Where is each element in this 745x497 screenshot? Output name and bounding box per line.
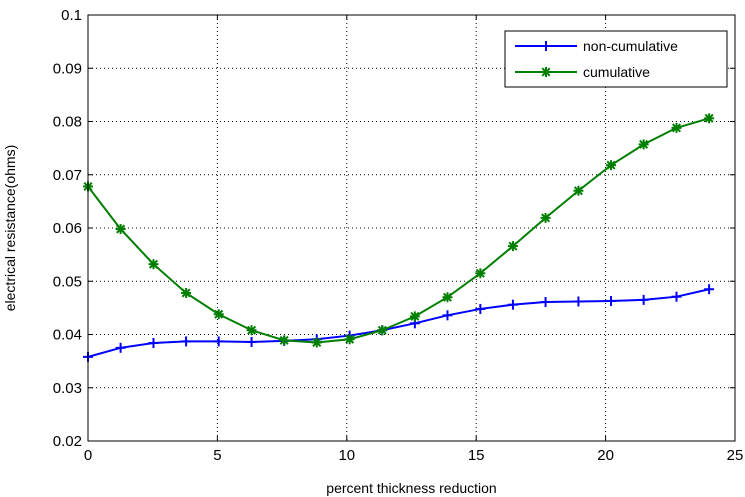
data-point-cumulative — [344, 334, 355, 345]
data-point-cumulative — [507, 241, 518, 252]
data-point-non-cumulative — [213, 336, 224, 347]
y-tick-label: 0.03 — [53, 380, 82, 397]
data-point-cumulative — [442, 292, 453, 303]
data-point-non-cumulative — [671, 291, 682, 302]
data-point-non-cumulative — [540, 297, 551, 308]
data-point-non-cumulative — [115, 342, 126, 353]
data-point-cumulative — [573, 185, 584, 196]
x-tick-label: 20 — [597, 447, 614, 464]
data-point-non-cumulative — [573, 296, 584, 307]
x-tick-label: 10 — [338, 447, 355, 464]
x-tick-label: 0 — [84, 447, 92, 464]
series-line-non-cumulative — [87, 288, 710, 358]
data-point-cumulative — [409, 311, 420, 322]
data-point-cumulative — [311, 337, 322, 348]
legend-label-cumulative: cumulative — [583, 64, 650, 80]
data-point-cumulative — [606, 160, 617, 171]
data-point-cumulative — [115, 224, 126, 235]
data-point-non-cumulative — [442, 310, 453, 321]
legend-marker-non-cumulative — [541, 41, 551, 51]
data-point-non-cumulative — [475, 303, 486, 314]
series-line-cumulative — [87, 117, 710, 344]
y-tick-label: 0.06 — [53, 220, 82, 237]
y-axis-label: electrical resistance(ohms) — [2, 145, 18, 312]
y-tick-label: 0.02 — [53, 433, 82, 450]
data-point-non-cumulative — [507, 299, 518, 310]
y-tick-label: 0.07 — [53, 167, 82, 184]
legend-marker-symbol — [541, 41, 551, 51]
tick-labels: 0 5 10 15 20 25 0.02 0.03 0.04 0.05 0.06 0.07 0.08 0.… — [53, 7, 744, 464]
data-point-cumulative — [540, 212, 551, 223]
plot-border — [87, 14, 736, 442]
legend-marker-symbol — [541, 67, 551, 77]
y-tick-label: 0.08 — [53, 114, 82, 131]
grid — [88, 15, 735, 441]
x-axis-label: percent thickness reduction — [326, 480, 496, 496]
data-point-cumulative — [704, 113, 715, 124]
data-point-cumulative — [279, 335, 290, 346]
data-point-cumulative — [475, 268, 486, 279]
data-point-non-cumulative — [638, 294, 649, 305]
data-point-non-cumulative — [704, 284, 715, 295]
x-tick-label: 5 — [213, 447, 221, 464]
legend: non-cumulative cumulative — [504, 30, 728, 88]
data-point-non-cumulative — [181, 336, 192, 347]
legend-marker-cumulative — [541, 67, 551, 77]
data-point-cumulative — [181, 287, 192, 298]
data-point-non-cumulative — [246, 336, 257, 347]
legend-box — [504, 30, 728, 88]
series-layer — [83, 113, 715, 362]
data-point-cumulative — [213, 309, 224, 320]
data-point-cumulative — [671, 122, 682, 133]
x-tick-label: 25 — [727, 447, 744, 464]
y-tick-label: 0.05 — [53, 273, 82, 290]
y-tick-label: 0.04 — [53, 327, 82, 344]
series-cumulative — [83, 113, 715, 348]
data-point-cumulative — [377, 325, 388, 336]
data-point-cumulative — [246, 325, 257, 336]
data-point-non-cumulative — [606, 295, 617, 306]
data-point-cumulative — [638, 139, 649, 150]
data-point-non-cumulative — [148, 338, 159, 349]
y-tick-label: 0.1 — [61, 7, 82, 24]
y-tick-label: 0.09 — [53, 60, 82, 77]
legend-entry-cumulative: cumulative — [515, 64, 650, 80]
legend-label-non-cumulative: non-cumulative — [583, 38, 678, 54]
data-point-cumulative — [148, 259, 159, 270]
x-tick-label: 15 — [468, 447, 485, 464]
legend-entry-non-cumulative: non-cumulative — [515, 38, 678, 54]
